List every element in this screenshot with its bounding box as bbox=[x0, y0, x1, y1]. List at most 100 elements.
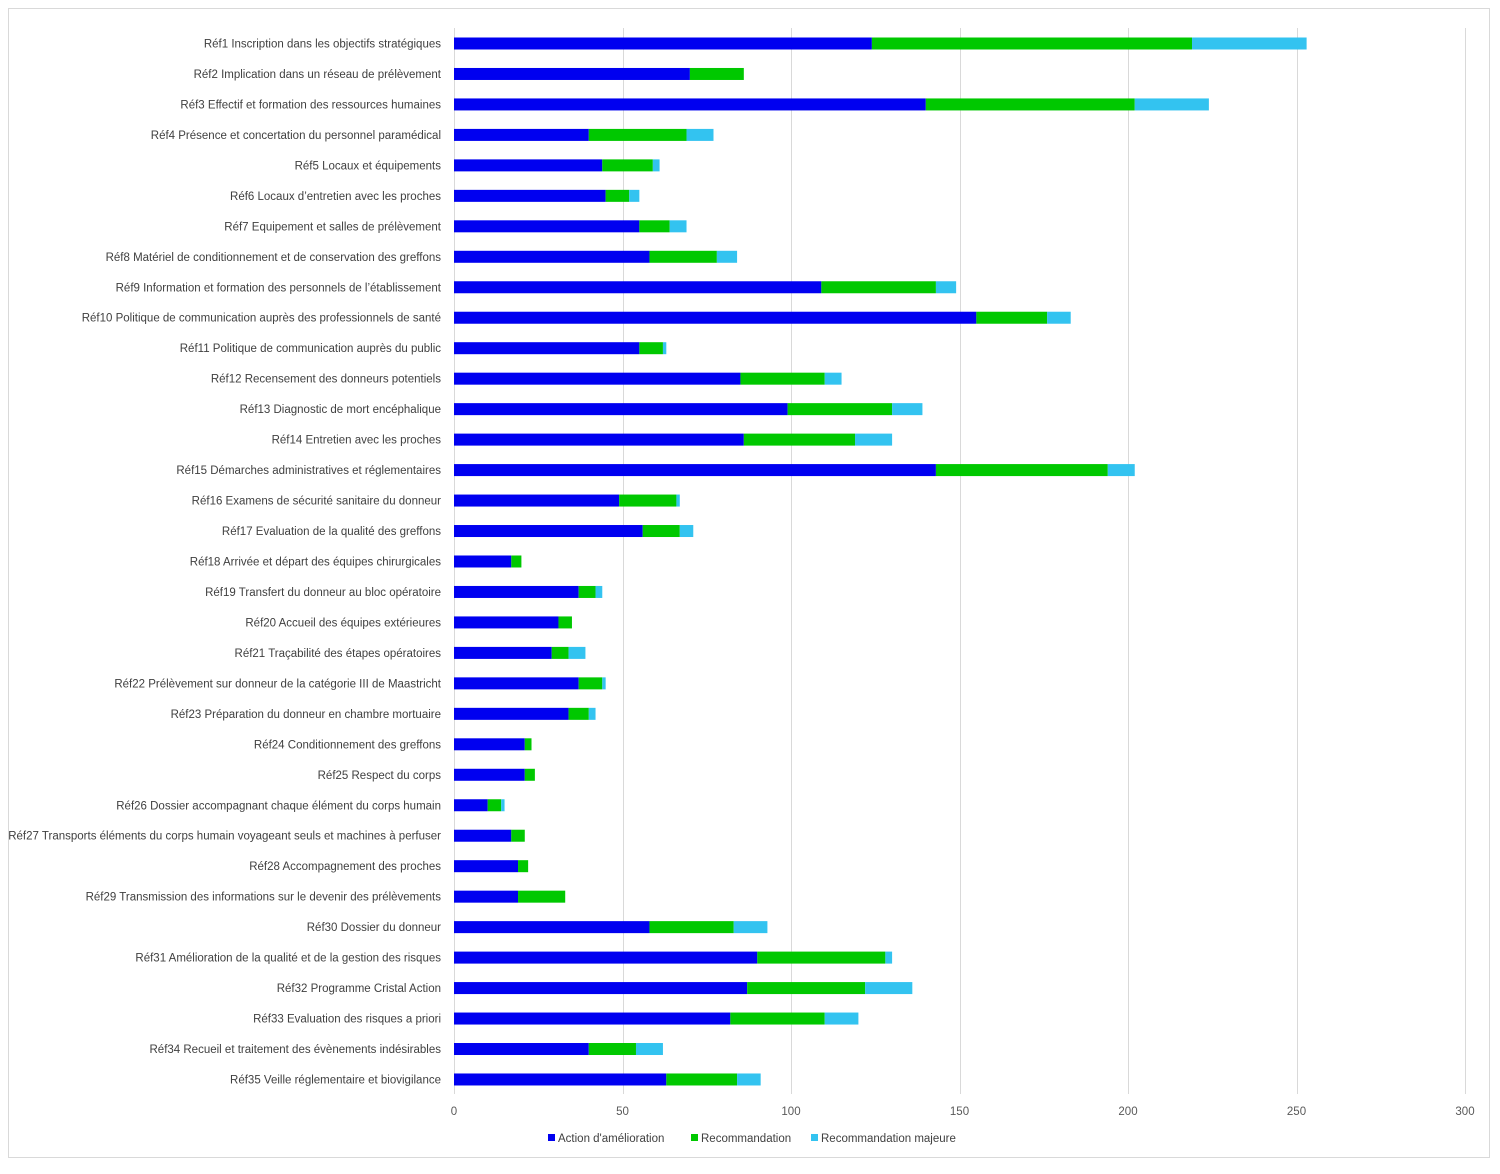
bar-segment-series-0 bbox=[454, 281, 822, 294]
bar-segment-series-2 bbox=[1134, 98, 1209, 111]
bar-segment-series-0 bbox=[454, 1012, 731, 1025]
bar-segment-series-1 bbox=[649, 250, 717, 263]
bar-segment-series-0 bbox=[454, 494, 620, 507]
gridlines bbox=[454, 28, 1466, 1094]
category-label: Réf14 Entretien avec les proches bbox=[272, 435, 442, 447]
bar-segment-series-0 bbox=[454, 768, 525, 781]
category-label: Réf8 Matériel de conditionnement et de c… bbox=[106, 252, 442, 264]
bar-segment-series-0 bbox=[454, 37, 872, 50]
bar-segment-series-2 bbox=[855, 433, 893, 446]
bar-segment-series-1 bbox=[511, 555, 522, 568]
bar-segment-series-1 bbox=[821, 281, 936, 294]
legend: Action d'amélioration Recommandation Recom… bbox=[548, 1133, 956, 1145]
bar-segment-series-2 bbox=[501, 799, 505, 812]
bar-segment-series-1 bbox=[642, 525, 680, 538]
legend-swatch bbox=[811, 1134, 818, 1141]
legend-label: Recommandation bbox=[701, 1133, 791, 1145]
bar-segment-series-2 bbox=[686, 128, 714, 141]
bar-segment-series-2 bbox=[824, 1012, 859, 1025]
bar-segment-series-2 bbox=[679, 525, 694, 538]
bar-segment-series-1 bbox=[524, 768, 535, 781]
category-label: Réf5 Locaux et équipements bbox=[295, 160, 442, 172]
bar-segment-series-0 bbox=[454, 890, 519, 903]
bar-segment-series-1 bbox=[743, 433, 856, 446]
bar-segment-series-1 bbox=[568, 707, 589, 720]
bar-segment-series-1 bbox=[605, 189, 630, 202]
bar-segment-series-0 bbox=[454, 189, 606, 202]
bar-segment-series-1 bbox=[524, 738, 532, 751]
bar-segment-series-1 bbox=[747, 982, 866, 995]
category-label: Réf30 Dossier du donneur bbox=[307, 922, 441, 934]
category-label: Réf32 Programme Cristal Action bbox=[277, 983, 441, 995]
x-tick-label: 250 bbox=[1287, 1106, 1306, 1118]
category-label: Réf18 Arrivée et départ des équipes chir… bbox=[190, 556, 441, 568]
category-label: Réf6 Locaux d’entretien avec les proches bbox=[230, 191, 441, 203]
bar-segment-series-0 bbox=[454, 829, 512, 842]
bar-segment-series-2 bbox=[652, 159, 660, 172]
bar-segment-series-1 bbox=[639, 342, 663, 355]
category-label: Réf4 Présence et concertation du personn… bbox=[151, 130, 441, 142]
category-label: Réf11 Politique de communication auprès … bbox=[180, 343, 441, 355]
category-label: Réf23 Préparation du donneur en chambre … bbox=[171, 709, 441, 721]
bar-segment-series-0 bbox=[454, 738, 525, 751]
bar-segment-series-2 bbox=[892, 403, 923, 416]
category-label: Réf26 Dossier accompagnant chaque élémen… bbox=[116, 800, 441, 812]
bar-segment-series-2 bbox=[824, 372, 842, 385]
bar-segment-series-1 bbox=[602, 159, 653, 172]
bars bbox=[454, 37, 1307, 1086]
legend-swatch bbox=[548, 1134, 555, 1141]
bar-segment-series-2 bbox=[635, 1043, 663, 1056]
category-label: Réf17 Evaluation de la qualité des greff… bbox=[222, 526, 441, 538]
bar-segment-series-1 bbox=[639, 220, 670, 233]
bar-segment-series-2 bbox=[885, 951, 893, 964]
category-label: Réf25 Respect du corps bbox=[318, 770, 442, 782]
category-label: Réf3 Effectif et formation des ressource… bbox=[180, 99, 441, 111]
bar-segment-series-1 bbox=[649, 921, 734, 934]
bar-segment-series-2 bbox=[1192, 37, 1307, 50]
bar-segment-series-0 bbox=[454, 311, 977, 324]
legend-label: Recommandation majeure bbox=[821, 1133, 956, 1145]
bar-segment-series-2 bbox=[1047, 311, 1071, 324]
category-label: Réf24 Conditionnement des greffons bbox=[254, 739, 441, 751]
bar-segment-series-0 bbox=[454, 799, 488, 812]
category-label: Réf12 Recensement des donneurs potentiel… bbox=[211, 374, 441, 386]
bar-segment-series-0 bbox=[454, 342, 640, 355]
bar-segment-series-0 bbox=[454, 1073, 667, 1086]
bar-segment-series-1 bbox=[935, 464, 1108, 477]
category-labels: Réf1 Inscription dans les objectifs stra… bbox=[8, 39, 442, 1087]
bar-segment-series-0 bbox=[454, 860, 519, 873]
bar-segment-series-1 bbox=[871, 37, 1193, 50]
bar-segment-series-0 bbox=[454, 1043, 589, 1056]
category-label: Réf22 Prélèvement sur donneur de la caté… bbox=[114, 678, 441, 690]
bar-segment-series-2 bbox=[716, 250, 738, 263]
bar-segment-series-2 bbox=[595, 585, 603, 598]
bar-segment-series-1 bbox=[578, 585, 596, 598]
bar-segment-series-0 bbox=[454, 707, 569, 720]
bar-segment-series-1 bbox=[666, 1073, 738, 1086]
bar-segment-series-0 bbox=[454, 585, 579, 598]
bar-segment-series-0 bbox=[454, 128, 589, 141]
category-label: Réf31 Amélioration de la qualité et de l… bbox=[135, 953, 441, 965]
x-tick-label: 300 bbox=[1455, 1106, 1474, 1118]
x-tick-label: 0 bbox=[451, 1106, 457, 1118]
bar-segment-series-1 bbox=[588, 128, 687, 141]
category-label: Réf20 Accueil des équipes extérieures bbox=[245, 617, 441, 629]
bar-segment-series-2 bbox=[588, 707, 596, 720]
chart-frame bbox=[8, 8, 1490, 1158]
bar-segment-series-0 bbox=[454, 403, 788, 416]
bar-segment-series-0 bbox=[454, 98, 926, 111]
bar-segment-series-2 bbox=[865, 982, 913, 995]
category-label: Réf10 Politique de communication auprès … bbox=[82, 313, 441, 325]
bar-segment-series-0 bbox=[454, 616, 559, 629]
category-label: Réf9 Information et formation des person… bbox=[116, 282, 442, 294]
bar-segment-series-2 bbox=[602, 677, 606, 690]
bar-segment-series-1 bbox=[518, 890, 566, 903]
bar-segment-series-1 bbox=[976, 311, 1048, 324]
bar-segment-series-1 bbox=[787, 403, 893, 416]
bar-segment-series-1 bbox=[730, 1012, 825, 1025]
bar-segment-series-1 bbox=[518, 860, 529, 873]
bar-segment-series-2 bbox=[1107, 464, 1135, 477]
bar-segment-series-0 bbox=[454, 677, 579, 690]
category-label: Réf16 Examens de sécurité sanitaire du d… bbox=[192, 496, 441, 508]
